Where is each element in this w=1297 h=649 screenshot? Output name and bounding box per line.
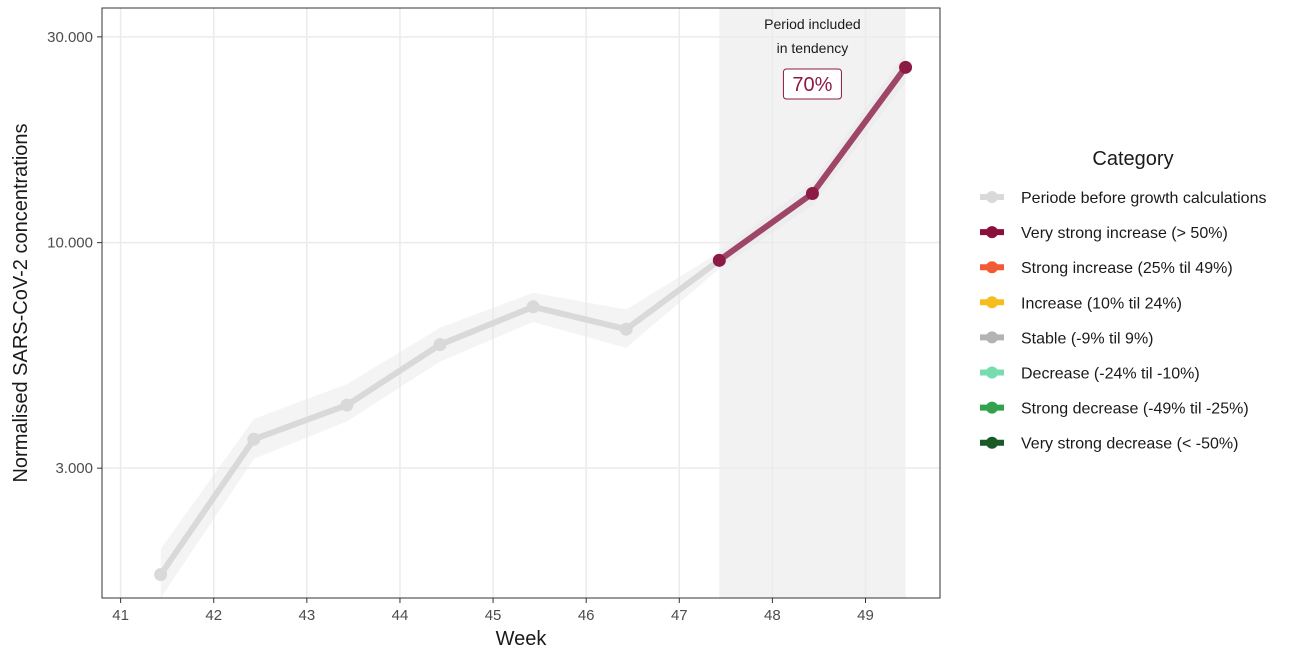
data-point [526, 300, 540, 314]
ribbon [160, 252, 720, 599]
legend-item: Periode before growth calculations [980, 190, 1266, 207]
gridlines [102, 8, 940, 598]
x-tick-label: 47 [671, 607, 688, 624]
x-tick-label: 41 [112, 607, 129, 624]
data-point [712, 253, 726, 267]
y-tick-label: 10.000 [47, 235, 93, 252]
data-point [340, 398, 354, 412]
legend-key-point [986, 331, 998, 344]
annotation-line-1: Period included [764, 16, 861, 32]
legend-item-label: Decrease (-24% til -10%) [1021, 366, 1200, 383]
percent-label-box [782, 68, 842, 100]
legend-item-label: Stable (-9% til 9%) [1021, 330, 1154, 347]
y-axis-ticks: 3.000 10.000 30.000 [47, 29, 102, 477]
tendency-annotation: Period included in tendency 70% [764, 16, 861, 100]
legend-key-point [986, 191, 998, 203]
data-point [433, 338, 447, 352]
legend-item: Very strong decrease (< -50%) [980, 436, 1238, 453]
data-point [619, 322, 633, 336]
plot-panel-border [101, 7, 941, 599]
legend-items: Periode before growth calculations Very s… [980, 190, 1266, 453]
x-axis-title: Week [496, 628, 548, 649]
data-point [247, 432, 261, 446]
x-tick-label: 45 [485, 607, 502, 624]
x-axis-ticks: 41 42 43 44 45 46 47 48 49 [112, 598, 874, 624]
legend-item: Strong decrease (-49% til -25%) [980, 401, 1249, 418]
legend-key-point [986, 401, 998, 414]
legend-item-label: Strong increase (25% til 49%) [1021, 260, 1233, 277]
data-point [805, 187, 819, 201]
legend-key-point [986, 366, 998, 379]
legend-key-point [986, 436, 998, 449]
x-tick-label: 46 [578, 607, 595, 624]
x-tick-label: 42 [205, 607, 222, 624]
legend-item-label: Increase (10% til 24%) [1021, 295, 1182, 312]
legend-item-label: Periode before growth calculations [1021, 190, 1266, 207]
x-tick-label: 48 [764, 607, 781, 624]
y-axis-title: Normalised SARS-CoV-2 concentrations [10, 123, 32, 482]
legend-title: Category [1092, 148, 1173, 170]
legend-key-point [986, 296, 998, 309]
x-tick-label: 49 [857, 607, 874, 624]
legend-item: Increase (10% til 24%) [980, 295, 1182, 312]
annotation-line-2: in tendency [777, 40, 849, 56]
data-point [899, 60, 913, 74]
legend: Category Periode before growth calculati… [980, 148, 1266, 453]
legend-item: Strong increase (25% til 49%) [980, 260, 1233, 277]
legend-key-point [986, 226, 998, 239]
x-tick-label: 43 [299, 607, 316, 624]
legend-item-label: Very strong increase (> 50%) [1021, 225, 1228, 242]
series-points [154, 60, 913, 582]
percent-label: 70% [792, 74, 832, 96]
legend-key-point [986, 261, 998, 274]
legend-item: Decrease (-24% til -10%) [980, 366, 1200, 383]
y-tick-label: 3.000 [55, 460, 93, 477]
legend-item-label: Strong decrease (-49% til -25%) [1021, 401, 1249, 418]
legend-item: Stable (-9% til 9%) [980, 330, 1154, 347]
y-tick-label: 30.000 [47, 29, 93, 46]
legend-item: Very strong increase (> 50%) [980, 225, 1228, 242]
data-point [154, 568, 168, 582]
legend-item-label: Very strong decrease (< -50%) [1021, 436, 1238, 453]
x-tick-label: 44 [392, 607, 409, 624]
